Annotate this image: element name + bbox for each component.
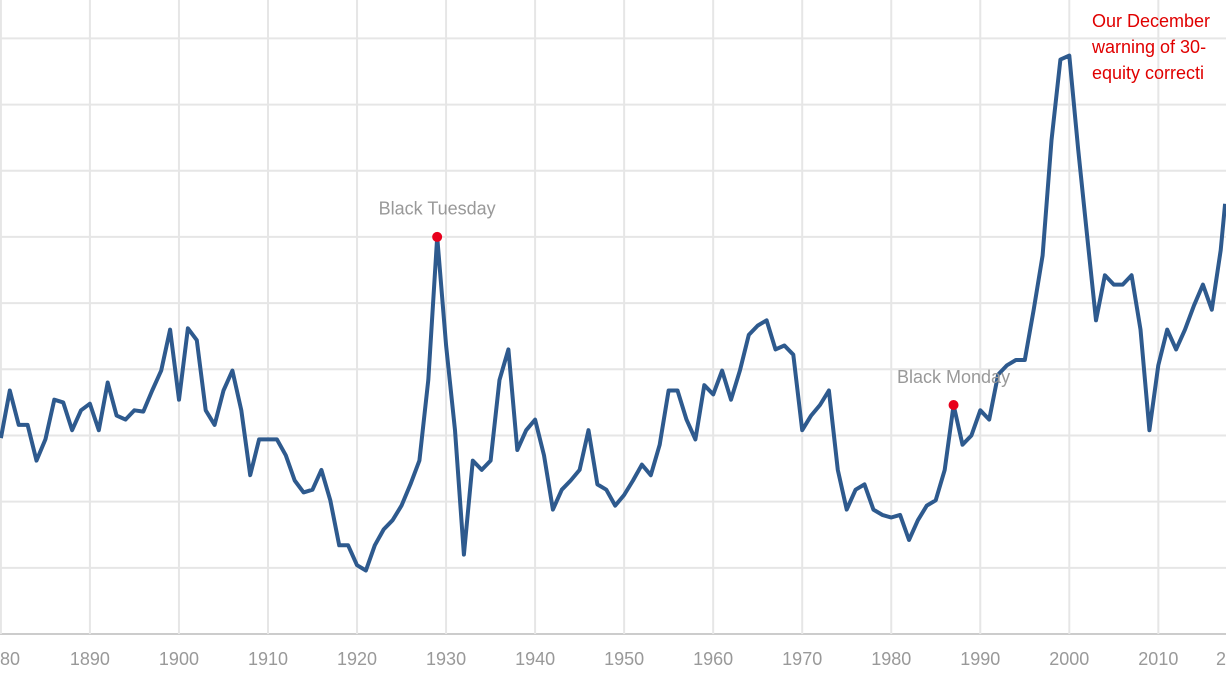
x-tick-label: 2	[1216, 649, 1226, 669]
x-tick-label: 1890	[70, 649, 110, 669]
x-tick-label: 2010	[1138, 649, 1178, 669]
x-tick-label: 1920	[337, 649, 377, 669]
annotation-marker	[948, 400, 959, 411]
x-tick-label: 80	[0, 649, 20, 669]
series-line	[0, 53, 1226, 573]
x-tick-label: 1960	[693, 649, 733, 669]
x-tick-label: 1990	[960, 649, 1000, 669]
annotation-label: Black Monday	[897, 367, 1010, 387]
note-line: equity correcti	[1092, 63, 1204, 83]
x-tick-label: 1930	[426, 649, 466, 669]
x-tick-label: 1900	[159, 649, 199, 669]
x-tick-label: 1910	[248, 649, 288, 669]
annotation-marker	[432, 231, 443, 242]
note-line: Our December	[1092, 11, 1210, 31]
x-tick-label: 1940	[515, 649, 555, 669]
x-tick-label: 1950	[604, 649, 644, 669]
note-line: warning of 30-	[1091, 37, 1206, 57]
annotation-label: Black Tuesday	[379, 199, 496, 219]
x-tick-label: 1970	[782, 649, 822, 669]
x-tick-label: 1980	[871, 649, 911, 669]
x-tick-label: 2000	[1049, 649, 1089, 669]
